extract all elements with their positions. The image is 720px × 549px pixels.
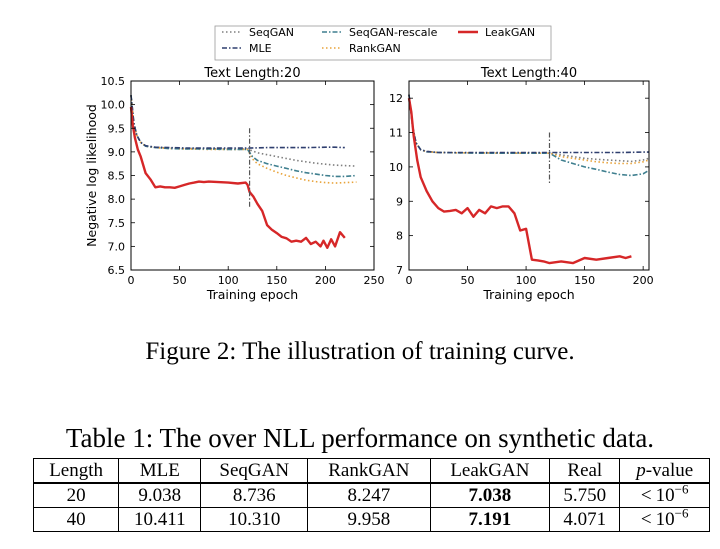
pvalue-base: 10	[655, 484, 675, 506]
cell-real: 5.750	[549, 482, 621, 508]
cell-rankgan: 9.958	[307, 507, 431, 532]
y-tick-label: 6.5	[108, 264, 126, 277]
cell-pvalue: <10−6	[619, 505, 710, 532]
x-axis-label: Training epoch	[482, 287, 574, 302]
cell-seqgan: 10.310	[200, 507, 309, 532]
y-tick-label: 8.5	[108, 170, 126, 183]
y-tick-label: 9	[396, 195, 403, 208]
table-header-row: Length MLE SeqGAN RankGAN LeakGAN Real p…	[32, 458, 710, 484]
col-header-seqgan: SeqGAN	[200, 458, 309, 484]
x-tick-label: 0	[406, 274, 413, 287]
pvalue-base: 10	[655, 508, 675, 530]
legend-label-leakgan: LeakGAN	[485, 26, 535, 39]
cell-length: 20	[32, 482, 120, 508]
legend-label-seqgan: SeqGAN	[249, 26, 294, 39]
cell-length: 40	[32, 507, 120, 532]
cell-leakgan: 7.191	[429, 507, 551, 532]
training-curve-figure: SeqGAN SeqGAN-rescale LeakGAN MLE RankGAN 0 50…	[84, 25, 654, 302]
figure-2: SeqGAN SeqGAN-rescale LeakGAN MLE RankGAN 0 50…	[84, 25, 654, 302]
table-row: 40 10.411 10.310 9.958 7.191 4.071 <10−6	[32, 505, 710, 532]
x-tick-label: 100	[516, 274, 537, 287]
series-line-leakgan	[129, 106, 346, 250]
x-tick-label: 50	[173, 274, 187, 287]
y-tick-label: 10.0	[101, 99, 126, 112]
y-tick-label: 10.5	[101, 75, 126, 88]
series-line-mle	[408, 94, 649, 154]
y-tick-label: 9.0	[108, 146, 126, 159]
x-tick-label: 200	[315, 274, 336, 287]
series-line-leakgan	[407, 98, 632, 265]
table-row: 20 9.038 8.736 8.247 7.038 5.750 <10−6	[32, 481, 710, 508]
cell-leakgan: 7.038	[429, 482, 551, 508]
cell-real: 4.071	[549, 507, 621, 532]
y-tick-label: 7	[396, 264, 403, 277]
cell-mle: 10.411	[118, 507, 202, 532]
y-tick-label: 7.0	[108, 240, 126, 253]
series-line-seqgan_rescale	[408, 94, 650, 177]
y-tick-label: 10	[389, 161, 403, 174]
y-tick-label: 8	[396, 230, 403, 243]
cell-rankgan: 8.247	[307, 482, 431, 508]
col-header-real: Real	[549, 458, 621, 484]
y-tick-label: 11	[389, 127, 403, 140]
legend-label-rankgan: RankGAN	[349, 42, 401, 55]
cell-pvalue: <10−6	[619, 481, 710, 508]
legend-label-mle: MLE	[249, 42, 272, 55]
y-tick-label: 12	[389, 92, 403, 105]
chart-1: 0 50 100 150 200 250 6.5 7.0 7.5 8.0 8.5 9.0 9.5 10.0…	[84, 66, 385, 302]
x-tick-label: 200	[633, 274, 654, 287]
pvalue-suffix: -value	[645, 459, 694, 481]
x-tick-label: 50	[461, 274, 475, 287]
series-line-seqgan	[130, 95, 357, 167]
plot-frame	[408, 80, 650, 271]
col-header-mle: MLE	[118, 458, 202, 484]
x-tick-label: 250	[364, 274, 385, 287]
col-header-rankgan: RankGAN	[307, 458, 431, 484]
col-header-pvalue: p-value	[619, 458, 710, 484]
pvalue-exponent: −6	[674, 481, 689, 497]
chart-title: Text Length:20	[203, 66, 300, 81]
legend: SeqGAN SeqGAN-rescale LeakGAN MLE RankGAN	[214, 25, 552, 61]
x-axis-label: Training epoch	[206, 287, 298, 302]
cell-seqgan: 8.736	[200, 482, 309, 508]
col-header-leakgan: LeakGAN	[429, 458, 551, 484]
x-tick-label: 150	[266, 274, 287, 287]
nll-results-table: Length MLE SeqGAN RankGAN LeakGAN Real p…	[32, 458, 710, 532]
x-tick-label: 100	[218, 274, 239, 287]
series-line-seqgan_rescale	[130, 95, 357, 178]
col-header-length: Length	[32, 458, 120, 484]
y-tick-label: 8.0	[108, 193, 126, 206]
table-caption: Table 1: The over NLL performance on syn…	[65, 423, 655, 453]
legend-label-seqgan_rescale: SeqGAN-rescale	[349, 26, 438, 39]
series-line-rankgan	[130, 95, 357, 184]
x-tick-label: 150	[574, 274, 595, 287]
pvalue-lt: <	[640, 484, 652, 506]
pvalue-lt: <	[640, 508, 652, 530]
series-line-seqgan	[408, 94, 650, 163]
figure-caption: Figure 2: The illustration of training c…	[145, 338, 575, 365]
chart-title: Text Length:40	[480, 66, 577, 81]
legend-frame	[214, 25, 552, 61]
pvalue-exponent: −6	[674, 505, 689, 521]
series-line-mle	[130, 95, 345, 149]
cell-mle: 9.038	[118, 482, 202, 508]
chart-2: 0 50 100 150 200 7 8 9 10 11 12 Text Length:40 Train…	[389, 66, 654, 302]
x-tick-label: 0	[128, 274, 135, 287]
y-tick-label: 9.5	[108, 122, 126, 135]
pvalue-symbol: p	[636, 459, 646, 481]
y-tick-label: 7.5	[108, 217, 126, 230]
y-axis-label: Negative log likelihood	[84, 104, 99, 247]
